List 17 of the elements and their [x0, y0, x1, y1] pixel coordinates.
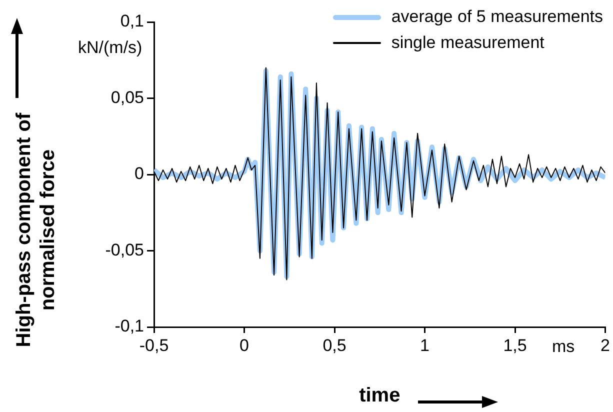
x-tick-label: 0,5 — [322, 336, 346, 355]
legend-label: single measurement — [391, 32, 544, 54]
x-tick-label: -0,5 — [139, 336, 169, 355]
x-tick-label: 1 — [420, 336, 430, 355]
y-tick-label: -0,05 — [105, 240, 144, 260]
y-tick-label: 0 — [134, 164, 144, 184]
x-tick-label: 1,5 — [503, 336, 527, 355]
y-tick-label: -0,1 — [114, 316, 144, 336]
legend-label: average of 5 measurements — [391, 6, 603, 28]
x-tick-label: 0 — [240, 336, 249, 355]
y-tick-label: 0,05 — [110, 88, 144, 107]
y-tick-label: 0,1 — [120, 12, 144, 31]
y-axis-title: High-pass component of normalised force — [12, 112, 60, 350]
text: kN/(m/s) — [78, 38, 142, 58]
text: ms — [552, 337, 575, 357]
x-tick-label: 2 — [600, 336, 610, 355]
x-axis-title: time — [359, 384, 400, 407]
